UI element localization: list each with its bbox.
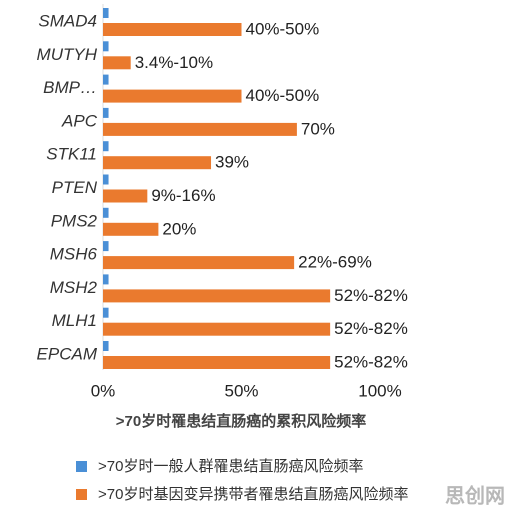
value-label: 20%: [162, 219, 196, 238]
bar: [103, 122, 297, 136]
value-label: 70%: [301, 119, 335, 138]
legend-label: >70岁时一般人群罹患结直肠癌风险频率: [98, 458, 363, 475]
category-label: BMP…: [43, 78, 97, 97]
category-label: MUTYH: [37, 45, 98, 64]
value-label: 52%-82%: [334, 319, 408, 338]
bar: [103, 207, 109, 218]
x-tick-label: 100%: [358, 381, 401, 400]
x-axis-title: >70岁时罹患结直肠癌的累积风险频率: [116, 412, 366, 430]
value-label: 9%-16%: [151, 186, 215, 205]
x-tick-label: 0%: [91, 381, 116, 400]
value-label: 40%-50%: [246, 19, 320, 38]
bar: [103, 107, 109, 118]
value-label: 52%-82%: [334, 352, 408, 371]
bar: [103, 274, 109, 285]
category-label: SMAD4: [38, 11, 97, 30]
category-label: EPCAM: [37, 344, 98, 363]
bar: [103, 307, 109, 318]
x-tick-label: 50%: [224, 381, 258, 400]
bar: [103, 23, 242, 36]
category-label: MSH2: [50, 278, 98, 297]
bar: [103, 356, 331, 369]
bar: [103, 341, 109, 351]
legend-label: >70岁时基因变异携带者罹患结直肠癌风险频率: [98, 486, 408, 503]
category-label: PMS2: [51, 211, 98, 230]
bar: [103, 156, 212, 170]
bar: [103, 256, 295, 270]
category-label: PTEN: [52, 178, 98, 197]
value-label: 39%: [215, 153, 249, 172]
bar: [103, 8, 109, 18]
bar: [103, 174, 109, 185]
legend-swatch: [76, 489, 87, 500]
value-label: 22%-69%: [298, 253, 372, 272]
bar: [103, 289, 331, 303]
value-label: 3.4%-10%: [135, 53, 213, 72]
value-label: 40%-50%: [246, 86, 320, 105]
bar: [103, 41, 109, 52]
bar: [103, 56, 131, 70]
legend-swatch: [76, 461, 87, 472]
bar: [103, 141, 109, 152]
category-label: STK11: [46, 145, 97, 164]
bar: [103, 189, 148, 203]
watermark: 思创网: [445, 483, 505, 507]
category-label: APC: [61, 111, 98, 130]
bar: [103, 241, 109, 252]
value-label: 52%-82%: [334, 286, 408, 305]
category-label: MSH6: [50, 245, 98, 264]
category-label: MLH1: [52, 311, 97, 330]
bar: [103, 89, 242, 103]
bar: [103, 322, 331, 336]
bar: [103, 222, 159, 236]
bar: [103, 74, 109, 85]
